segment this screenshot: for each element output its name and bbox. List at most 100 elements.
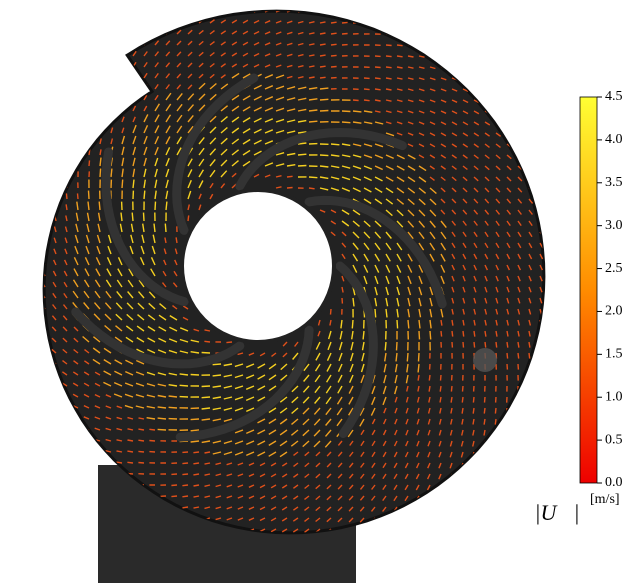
arrow xyxy=(67,138,68,144)
arrow xyxy=(551,353,552,359)
arrow xyxy=(51,416,56,419)
arrow xyxy=(507,78,512,81)
arrow xyxy=(72,528,78,529)
tick-label: 3.0 xyxy=(605,218,623,233)
arrow xyxy=(397,45,403,46)
arrow xyxy=(89,40,92,45)
arrow xyxy=(20,304,23,309)
arrow xyxy=(100,62,103,67)
arrow xyxy=(155,19,159,23)
arrow xyxy=(180,385,188,386)
arrow xyxy=(10,238,12,243)
arrow xyxy=(61,550,67,551)
arrow xyxy=(375,78,381,79)
arrow xyxy=(540,89,545,92)
arrow xyxy=(496,45,501,47)
arrow xyxy=(550,474,551,480)
arrow xyxy=(144,8,148,12)
arrow xyxy=(540,364,541,370)
arrow xyxy=(485,100,490,103)
arrow xyxy=(430,56,436,57)
arrow xyxy=(485,78,490,80)
arrow xyxy=(20,316,24,320)
arrow xyxy=(527,551,529,556)
arrow xyxy=(45,116,46,122)
arrow xyxy=(7,494,12,496)
arrow xyxy=(89,139,90,145)
arrow xyxy=(89,73,91,78)
arrow xyxy=(7,427,12,430)
arrow xyxy=(40,483,45,485)
arrow xyxy=(78,138,79,144)
arrow xyxy=(528,496,530,501)
arrow xyxy=(386,67,392,68)
arrow xyxy=(19,327,23,331)
colorbar-ticks: 0.00.51.01.52.02.53.03.54.04.5 xyxy=(597,89,623,490)
arrow xyxy=(100,128,101,133)
arrow xyxy=(540,78,545,81)
arrow xyxy=(122,180,123,188)
arrow xyxy=(461,518,463,523)
arrow xyxy=(67,106,68,112)
arrow xyxy=(73,484,79,485)
arrow xyxy=(7,438,12,441)
arrow xyxy=(34,127,35,133)
arrow xyxy=(29,405,34,408)
arrow xyxy=(18,505,23,507)
arrow xyxy=(518,155,522,159)
arrow xyxy=(494,518,496,523)
arrow xyxy=(540,45,545,48)
arrow xyxy=(375,309,376,317)
arrow xyxy=(165,224,166,232)
arrow xyxy=(78,149,79,155)
arrow xyxy=(44,193,45,199)
arrow xyxy=(29,461,34,463)
arrow xyxy=(12,7,14,12)
arrow xyxy=(122,40,125,45)
arrow xyxy=(298,154,306,155)
arrow xyxy=(67,40,69,45)
arrow xyxy=(551,243,554,248)
arrow xyxy=(155,202,156,210)
arrow xyxy=(342,22,348,23)
arrow xyxy=(41,338,45,342)
arrow xyxy=(427,529,430,534)
tick-label: 4.5 xyxy=(605,89,623,104)
arrow xyxy=(78,95,80,100)
arrow xyxy=(41,360,45,364)
arrow xyxy=(518,67,523,70)
arrow xyxy=(473,408,474,414)
arrow xyxy=(33,193,34,199)
arrow xyxy=(34,40,36,45)
arrow xyxy=(29,483,34,485)
arrow xyxy=(461,496,463,501)
arrow xyxy=(11,182,12,188)
arrow xyxy=(473,419,474,425)
arrow xyxy=(177,8,181,12)
arrow xyxy=(62,394,67,397)
arrow xyxy=(474,89,479,91)
arrow xyxy=(20,282,23,287)
arrow xyxy=(540,12,545,14)
arrow xyxy=(31,316,35,320)
arrow xyxy=(32,249,34,254)
arrow xyxy=(430,45,436,46)
arrow xyxy=(396,353,397,361)
arrow xyxy=(56,106,57,112)
arrow xyxy=(56,95,57,101)
arrow xyxy=(483,496,485,501)
tick-label: 2.5 xyxy=(605,261,623,276)
arrow xyxy=(30,349,34,353)
arrow xyxy=(472,496,474,501)
arrow xyxy=(55,204,56,210)
arrow xyxy=(7,405,12,408)
arrow xyxy=(494,485,496,490)
arrow xyxy=(485,56,490,58)
arrow xyxy=(111,84,113,89)
arrow xyxy=(506,441,507,447)
arrow xyxy=(427,518,430,523)
arrow xyxy=(8,371,12,375)
arrow xyxy=(309,121,317,122)
arrow xyxy=(463,386,464,392)
tick-label: 1.5 xyxy=(605,347,623,362)
